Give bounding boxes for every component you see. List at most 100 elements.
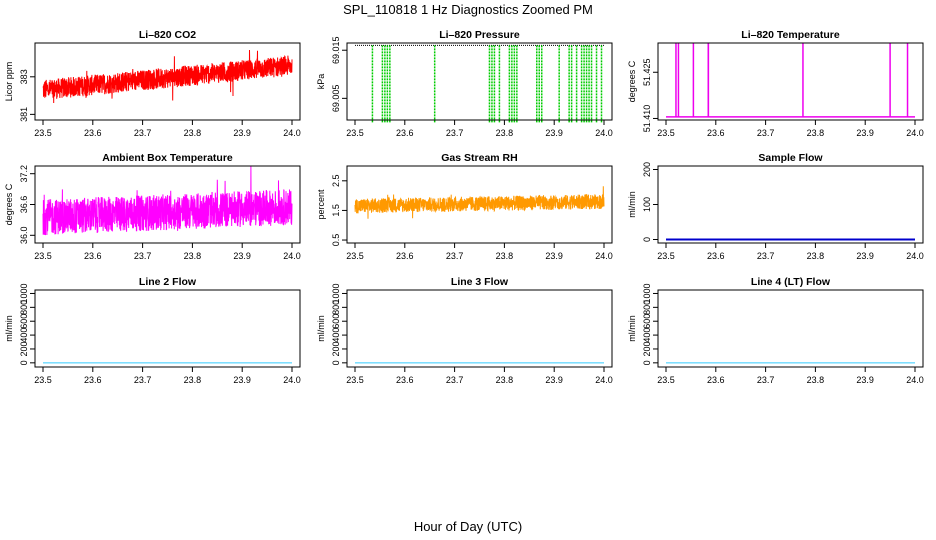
x-axis: 23.5 23.6 23.7 23.8 23.9 24.0 [34, 367, 301, 385]
x-tick-label: 23.8 [184, 128, 202, 138]
x-tick-label: 23.6 [396, 375, 414, 385]
x-axis: 23.5 23.6 23.7 23.8 23.9 24.0 [346, 243, 613, 261]
panel-line-3-flow: Line 3 Flow ml/min 23.5 23.6 23.7 23.8 23.9 24.… [316, 276, 613, 385]
y-tick-label: 1.5 [331, 204, 341, 217]
plot-frame [346, 165, 613, 244]
panel-gas-stream-rh: Gas Stream RH percent 23.5 23.6 23.7 23.8 23.9… [316, 152, 613, 261]
y-axis: 0.5 1.5 2.5 [331, 175, 347, 247]
x-tick-label: 24.0 [595, 251, 613, 261]
plot-frame [346, 289, 613, 368]
y-tick-label: 1000 [642, 283, 652, 303]
x-axis: 23.5 23.6 23.7 23.8 23.9 24.0 [346, 120, 613, 138]
panel-title: Sample Flow [758, 152, 823, 164]
y-tick-label: 800 [19, 300, 29, 315]
y-tick-label: 0.5 [331, 234, 341, 247]
y-tick-label: 800 [331, 300, 341, 315]
x-tick-label: 23.8 [496, 128, 514, 138]
x-tick-label: 23.9 [233, 251, 251, 261]
x-tick-label: 23.5 [657, 251, 675, 261]
panel-sample-flow: Sample Flow ml/min 23.5 23.6 23.7 23.8 23.9 24.… [627, 152, 924, 261]
x-tick-label: 23.8 [807, 375, 825, 385]
y-tick-label: 0 [331, 360, 341, 365]
panel-ambient-box-temperature: Ambient Box Temperature degrees C 23.5 23.6… [4, 152, 301, 261]
x-tick-label: 24.0 [595, 128, 613, 138]
x-tick-label: 23.6 [84, 251, 102, 261]
y-tick-label: 200 [642, 341, 652, 356]
y-axis: 0 100 200 [642, 162, 658, 242]
y-tick-label: 0 [19, 360, 29, 365]
y-tick-label: 51.410 [642, 105, 652, 133]
y-tick-label: 69.015 [331, 36, 341, 64]
y-tick-label: 600 [331, 314, 341, 329]
x-tick-label: 23.7 [446, 251, 464, 261]
x-axis: 23.5 23.6 23.7 23.8 23.9 24.0 [657, 243, 924, 261]
series-line [354, 186, 605, 219]
x-tick-label: 23.6 [396, 128, 414, 138]
y-axis-label: degrees C [4, 183, 14, 225]
x-tick-label: 24.0 [906, 375, 924, 385]
panel-title: Line 2 Flow [139, 276, 197, 288]
plot-frame [34, 289, 301, 368]
y-tick-label: 200 [331, 341, 341, 356]
x-tick-label: 23.5 [346, 251, 364, 261]
y-tick-label: 37.2 [19, 165, 29, 183]
y-tick-label: 69.005 [331, 85, 341, 113]
x-tick-label: 23.9 [856, 128, 874, 138]
y-axis-label: ml/min [4, 315, 14, 342]
x-tick-label: 24.0 [283, 128, 301, 138]
x-tick-label: 23.5 [346, 128, 364, 138]
y-axis: 381 383 [19, 69, 35, 122]
y-axis-label: ml/min [627, 191, 637, 218]
x-tick-label: 23.8 [807, 128, 825, 138]
y-axis-label: percent [316, 189, 326, 220]
y-tick-label: 400 [19, 328, 29, 343]
y-axis-label: ml/min [316, 315, 326, 342]
x-axis: 23.5 23.6 23.7 23.8 23.9 24.0 [657, 367, 924, 385]
y-tick-label: 383 [19, 69, 29, 84]
x-tick-label: 23.5 [657, 375, 675, 385]
x-tick-label: 23.7 [134, 128, 152, 138]
y-tick-label: 600 [19, 314, 29, 329]
x-tick-label: 24.0 [283, 375, 301, 385]
y-axis-label: Licor ppm [4, 62, 14, 102]
x-tick-label: 23.9 [856, 375, 874, 385]
y-axis: 36.0 36.6 37.2 [19, 165, 35, 244]
x-tick-label: 23.9 [856, 251, 874, 261]
panel-grid: Li–820 CO2 Licor ppm 23.5 23.6 23.7 23.8 23.9 2… [4, 29, 924, 385]
x-axis: 23.5 23.6 23.7 23.8 23.9 24.0 [346, 367, 613, 385]
plot-frame [657, 289, 924, 368]
x-tick-label: 23.9 [545, 128, 563, 138]
panel-title: Li–820 Pressure [439, 29, 520, 41]
x-tick-label: 23.6 [396, 251, 414, 261]
y-tick-label: 400 [331, 328, 341, 343]
x-tick-label: 24.0 [906, 251, 924, 261]
x-tick-label: 23.7 [446, 375, 464, 385]
x-tick-label: 23.8 [807, 251, 825, 261]
x-tick-label: 23.6 [707, 251, 725, 261]
y-tick-label: 1000 [19, 283, 29, 303]
y-axis: 69.005 69.015 [331, 36, 347, 112]
y-tick-label: 36.6 [19, 196, 29, 214]
plot-frame [34, 42, 301, 121]
y-tick-label: 200 [19, 341, 29, 356]
y-tick-label: 51.425 [642, 58, 652, 86]
x-tick-label: 23.6 [707, 375, 725, 385]
panel-title: Ambient Box Temperature [102, 152, 233, 164]
x-tick-label: 23.7 [134, 251, 152, 261]
figure-x-axis-label: Hour of Day (UTC) [414, 519, 522, 534]
panel-title: Li–820 CO2 [139, 29, 196, 41]
y-tick-label: 400 [642, 328, 652, 343]
x-tick-label: 24.0 [906, 128, 924, 138]
x-tick-label: 23.8 [496, 251, 514, 261]
x-axis: 23.5 23.6 23.7 23.8 23.9 24.0 [34, 243, 301, 261]
plot-frame [34, 165, 301, 244]
x-tick-label: 23.5 [34, 251, 52, 261]
x-tick-label: 23.6 [707, 128, 725, 138]
x-axis: 23.5 23.6 23.7 23.8 23.9 24.0 [34, 120, 301, 138]
x-tick-label: 23.7 [757, 375, 775, 385]
x-tick-label: 23.5 [34, 128, 52, 138]
y-axis-label: degrees C [627, 60, 637, 102]
